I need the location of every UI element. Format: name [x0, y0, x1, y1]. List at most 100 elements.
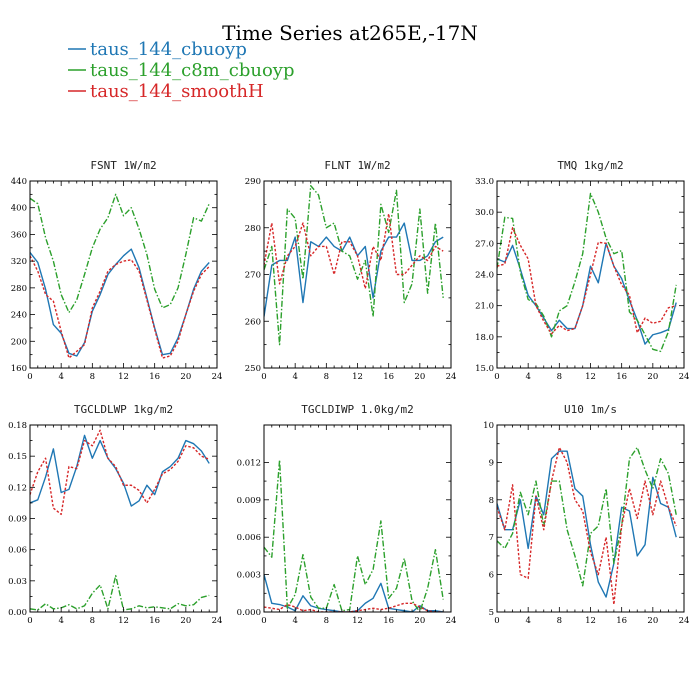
y-tick-label: 0.06	[8, 546, 27, 556]
series-line-1	[264, 574, 444, 612]
y-tick-label: 9	[489, 458, 494, 468]
y-tick-label: 0.12	[8, 483, 27, 493]
x-tick-label: 8	[90, 616, 95, 626]
y-tick-label: 7	[489, 533, 494, 543]
legend: taus_144_cbuoyptaus_144_c8m_cbuoyptaus_1…	[68, 39, 294, 102]
x-tick-label: 16	[383, 372, 394, 382]
series-line-1	[497, 242, 677, 345]
plot-frame	[29, 424, 218, 613]
x-tick-label: 8	[324, 616, 329, 626]
x-tick-label: 16	[149, 372, 160, 382]
x-tick-label: 12	[118, 616, 129, 626]
y-tick-label: 0.009	[237, 496, 261, 506]
series-line-3	[30, 429, 210, 516]
x-tick-label: 24	[446, 372, 457, 382]
y-tick-label: 260	[245, 317, 261, 327]
y-tick-label: 200	[11, 337, 27, 347]
chart-panel-3: TMQ 1kg/m2 0 4 8 12 16 20 24 15.0 18.0 21.0 24.0 27.…	[475, 159, 689, 382]
series-line-3	[497, 446, 677, 606]
x-tick-label: 12	[585, 372, 596, 382]
panel-title: FLNT 1W/m2	[324, 159, 390, 172]
y-tick-label: 400	[11, 204, 27, 214]
y-tick-label: 270	[245, 271, 261, 281]
series-line-3	[264, 213, 444, 290]
x-tick-label: 0	[261, 372, 266, 382]
figure-title: Time Series at265E,-17N	[222, 21, 478, 45]
y-tick-label: 0.00	[8, 608, 27, 618]
y-tick-label: 33.0	[475, 177, 494, 187]
y-tick-label: 320	[11, 257, 27, 267]
y-tick-label: 0.012	[237, 458, 261, 468]
y-tick-label: 8	[489, 496, 494, 506]
panel-title: TGCLDIWP 1.0kg/m2	[301, 403, 414, 416]
x-tick-label: 4	[58, 616, 63, 626]
chart-panels: FSNT 1W/m20 4 8 12 16 20 241602002402803203604…	[8, 159, 689, 626]
y-tick-label: 24.0	[475, 271, 494, 281]
panel-title: U10 1m/s	[564, 403, 617, 416]
series-line-2	[497, 192, 677, 353]
y-tick-label: 21.0	[475, 302, 494, 312]
y-tick-label: 0.03	[8, 577, 27, 587]
y-tick-label: 0.000	[237, 608, 261, 618]
x-tick-label: 4	[525, 616, 530, 626]
y-tick-label: 18.0	[475, 333, 494, 343]
y-tick-label: 0.09	[8, 515, 27, 525]
x-tick-label: 12	[118, 372, 129, 382]
x-tick-label: 20	[180, 372, 191, 382]
y-tick-label: 15.0	[475, 364, 494, 374]
x-tick-label: 16	[616, 372, 627, 382]
y-tick-label: 27.0	[475, 239, 494, 249]
x-tick-label: 4	[58, 372, 63, 382]
series-line-2	[264, 459, 444, 612]
y-tick-label: 280	[11, 284, 27, 294]
series-line-2	[264, 184, 444, 346]
x-tick-label: 24	[679, 372, 690, 382]
plot-frame	[29, 180, 218, 369]
y-tick-label: 160	[11, 364, 27, 374]
y-tick-label: 30.0	[475, 208, 494, 218]
x-tick-label: 8	[90, 372, 95, 382]
y-tick-label: 5	[489, 608, 494, 618]
x-tick-label: 16	[616, 616, 627, 626]
y-tick-label: 440	[11, 177, 27, 187]
y-tick-label: 280	[245, 224, 261, 234]
x-tick-label: 20	[414, 616, 425, 626]
series-line-2	[30, 193, 210, 314]
x-tick-label: 0	[494, 616, 499, 626]
y-tick-label: 0.003	[237, 571, 261, 581]
panel-title: TGCLDLWP 1kg/m2	[74, 403, 173, 416]
series-line-2	[30, 574, 210, 611]
series-line-1	[30, 248, 210, 357]
y-tick-label: 0.18	[8, 421, 27, 431]
plot-frame	[263, 180, 452, 369]
legend-label-3: taus_144_smoothH	[90, 81, 264, 102]
x-tick-label: 4	[292, 616, 297, 626]
y-tick-label: 290	[245, 177, 261, 187]
series-line-3	[30, 255, 210, 359]
x-tick-label: 24	[446, 616, 457, 626]
x-tick-label: 24	[679, 616, 690, 626]
y-tick-label: 250	[245, 364, 261, 374]
x-tick-label: 8	[324, 372, 329, 382]
x-tick-label: 12	[585, 616, 596, 626]
chart-panel-5: TGCLDIWP 1.0kg/m2 0 4 8 12 16 20 24 0.000 0.003 0.…	[237, 403, 457, 626]
series-line-1	[30, 434, 210, 507]
y-tick-label: 0.15	[8, 452, 27, 462]
chart-panel-1: FSNT 1W/m2 0 4 8 12 16 20 24 160 200 240 280 320 360 4…	[11, 159, 223, 382]
x-tick-label: 4	[292, 372, 297, 382]
series-line-3	[264, 602, 444, 612]
x-tick-label: 12	[352, 372, 363, 382]
y-tick-label: 360	[11, 230, 27, 240]
y-tick-label: 10	[483, 421, 494, 431]
y-tick-label: 6	[489, 571, 494, 581]
plot-frame	[496, 424, 685, 613]
x-tick-label: 8	[557, 372, 562, 382]
legend-label-1: taus_144_cbuoyp	[90, 39, 247, 60]
chart-panel-4: TGCLDLWP 1kg/m2 0 4 8 12 16 20 24 0.00 0.03 0.06 0.…	[8, 403, 222, 626]
x-tick-label: 20	[647, 372, 658, 382]
x-tick-label: 16	[149, 616, 160, 626]
y-tick-label: 0.006	[237, 533, 261, 543]
x-tick-label: 12	[352, 616, 363, 626]
series-line-1	[497, 450, 677, 598]
